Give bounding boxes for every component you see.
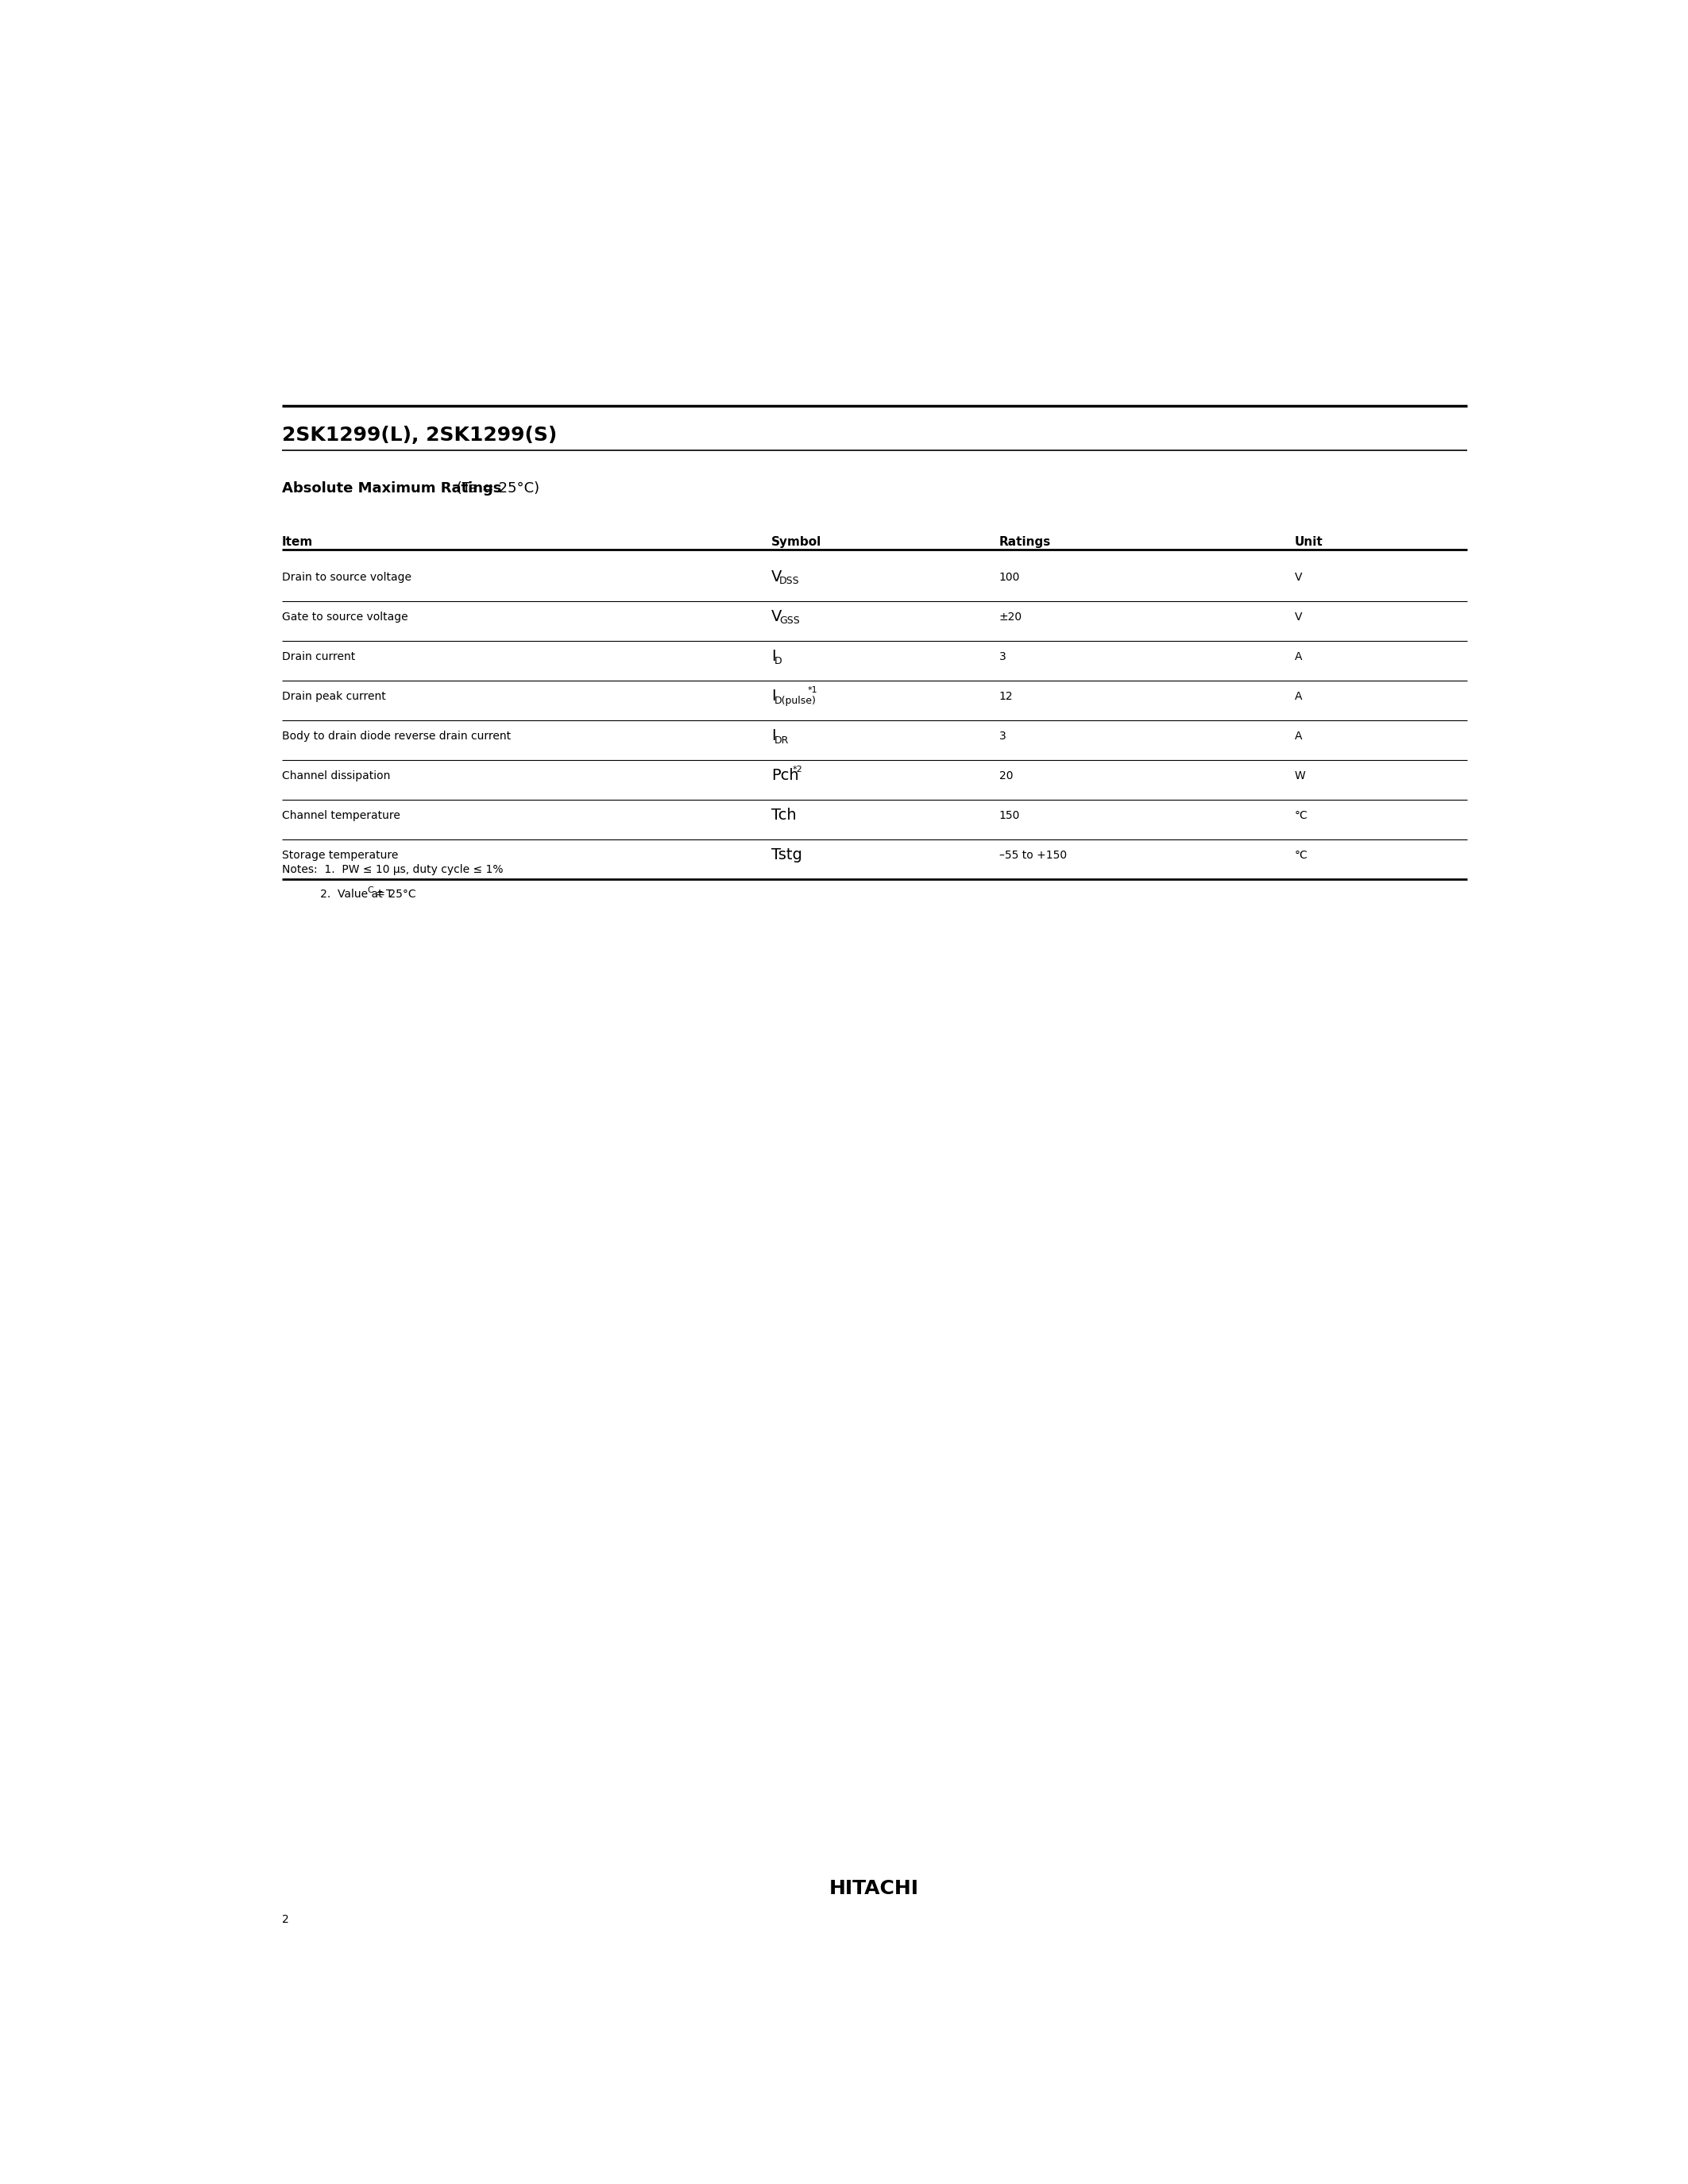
Text: DSS: DSS [780, 577, 800, 587]
Text: 3: 3 [999, 651, 1006, 662]
Text: Drain current: Drain current [282, 651, 354, 662]
Text: Item: Item [282, 535, 312, 548]
Text: –55 to +150: –55 to +150 [999, 850, 1067, 860]
Text: Body to drain diode reverse drain current: Body to drain diode reverse drain curren… [282, 729, 511, 743]
Text: V: V [771, 609, 782, 625]
Text: DR: DR [775, 736, 790, 745]
Text: Tch: Tch [771, 808, 797, 823]
Text: Absolute Maximum Ratings: Absolute Maximum Ratings [282, 480, 501, 496]
Text: V: V [1295, 572, 1301, 583]
Text: 12: 12 [999, 690, 1013, 701]
Text: Gate to source voltage: Gate to source voltage [282, 612, 408, 622]
Text: Ratings: Ratings [999, 535, 1052, 548]
Text: Tstg: Tstg [771, 847, 802, 863]
Text: Pch: Pch [771, 769, 798, 784]
Text: °C: °C [1295, 850, 1308, 860]
Text: *2: *2 [793, 767, 803, 773]
Text: HITACHI: HITACHI [829, 1878, 920, 1898]
Text: 2: 2 [282, 1913, 289, 1924]
Text: Storage temperature: Storage temperature [282, 850, 398, 860]
Text: I: I [771, 729, 776, 743]
Text: Drain to source voltage: Drain to source voltage [282, 572, 412, 583]
Text: I: I [771, 649, 776, 664]
Text: 100: 100 [999, 572, 1020, 583]
Text: V: V [771, 570, 782, 585]
Text: ±20: ±20 [999, 612, 1023, 622]
Text: Notes:  1.  PW ≤ 10 μs, duty cycle ≤ 1%: Notes: 1. PW ≤ 10 μs, duty cycle ≤ 1% [282, 865, 503, 876]
Text: Drain peak current: Drain peak current [282, 690, 385, 701]
Text: A: A [1295, 651, 1301, 662]
Text: D: D [775, 655, 782, 666]
Text: C: C [368, 887, 373, 895]
Text: W: W [1295, 771, 1305, 782]
Text: *1: *1 [807, 686, 817, 695]
Text: = 25°C: = 25°C [373, 889, 415, 900]
Text: GSS: GSS [780, 616, 800, 627]
Text: 2.  Value at T: 2. Value at T [282, 889, 393, 900]
Text: 20: 20 [999, 771, 1013, 782]
Text: A: A [1295, 690, 1301, 701]
Text: Symbol: Symbol [771, 535, 822, 548]
Text: (Ta = 25°C): (Ta = 25°C) [452, 480, 540, 496]
Text: V: V [1295, 612, 1301, 622]
Text: 3: 3 [999, 729, 1006, 743]
Text: I: I [771, 688, 776, 703]
Text: A: A [1295, 729, 1301, 743]
Text: Unit: Unit [1295, 535, 1323, 548]
Text: Channel temperature: Channel temperature [282, 810, 400, 821]
Text: 150: 150 [999, 810, 1020, 821]
Text: D(pulse): D(pulse) [775, 695, 817, 705]
Text: Channel dissipation: Channel dissipation [282, 771, 390, 782]
Text: °C: °C [1295, 810, 1308, 821]
Text: 2SK1299(L), 2SK1299(S): 2SK1299(L), 2SK1299(S) [282, 426, 557, 446]
